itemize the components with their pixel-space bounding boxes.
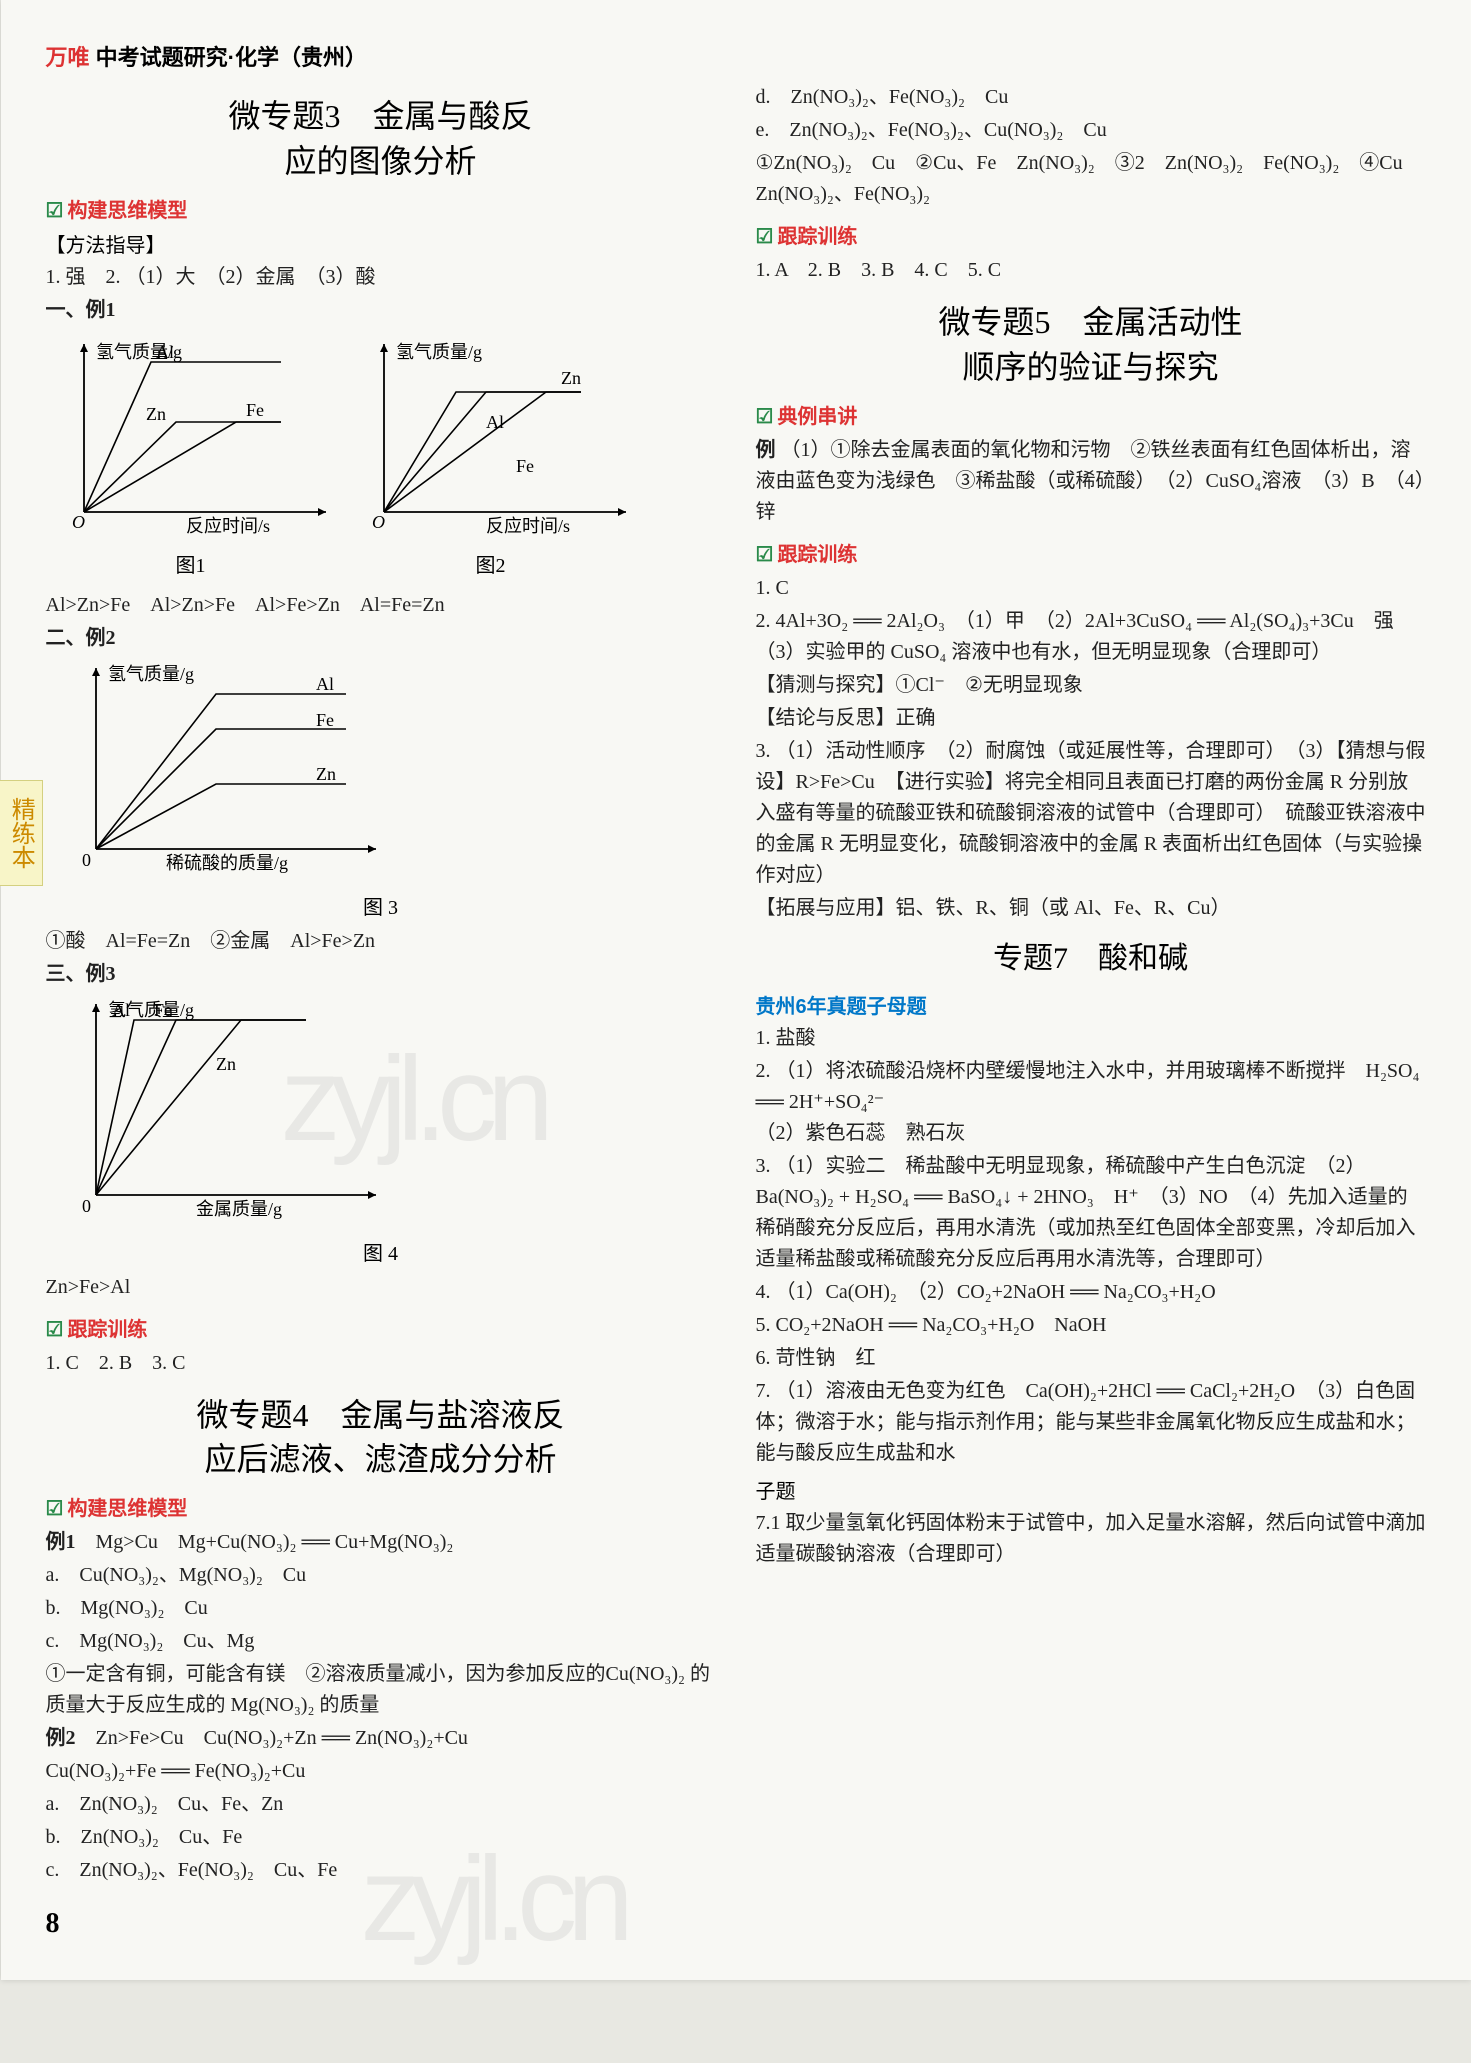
q7-sub1: 7.1 取少量氢氧化钙固体粉末于试管中，加入足量水溶解，然后向试管中滴加适量碳酸… [756, 1508, 1426, 1570]
svg-text:Zn: Zn [561, 368, 581, 388]
side-tab: 精练本 [0, 780, 43, 886]
ex3-label: 三、例3 [46, 963, 116, 985]
page-number: 8 [46, 1908, 1426, 1940]
ex4-1-note: ①一定含有铜，可能含有镁 ②溶液质量减小，因为参加反应的Cu(NO₃)₂ 的质量… [46, 1659, 716, 1721]
chart-3: 0 氢气质量/g 稀硫酸的质量/g Al Fe Zn [46, 654, 396, 884]
page-header: 万唯 中考试题研究·化学（贵州） [46, 40, 1426, 72]
chart-4: 0 氢气质量/g 金属质量/g Al Fe Zn [46, 990, 396, 1230]
track4-hdr: ☑跟踪训练 [756, 220, 1426, 249]
svg-text:Fe: Fe [316, 710, 334, 730]
chart-2: O 氢气质量/g 反应时间/s Zn Al Fe [346, 332, 636, 542]
svg-text:Al: Al [112, 1000, 130, 1020]
track5-2b: 【猜测与探究】①Cl⁻ ②无明显现象 [756, 670, 1426, 701]
method-header: 【方法指导】 [46, 229, 716, 258]
track5-1: 1. C [756, 573, 1426, 604]
ex4-2-label: 例2 [46, 1727, 76, 1749]
check-icon: ☑ [46, 1319, 64, 1341]
check-icon: ☑ [756, 406, 774, 428]
q7-7: 7. （1）溶液由无色变为红色 Ca(OH)₂+2HCl ══ CaCl₂+2H… [756, 1376, 1426, 1469]
svg-text:Zn: Zn [216, 1054, 236, 1074]
chart4-caption: 图 4 [46, 1237, 716, 1266]
check-icon: ☑ [46, 1498, 64, 1520]
ex4-1-label: 例1 [46, 1531, 76, 1553]
ex4-1-c: c. Mg(NO₃)₂ Cu、Mg [46, 1626, 716, 1657]
ex4-2-b: b. Zn(NO₃)₂ Cu、Fe [46, 1822, 716, 1853]
ex1-label: 一、例1 [46, 299, 116, 321]
track5-2c: 【结论与反思】正确 [756, 703, 1426, 734]
q7-3: 3. （1）实验二 稀盐酸中无明显现象，稀硫酸中产生白色沉淀 （2）Ba(NO₃… [756, 1151, 1426, 1275]
topic7-title: 专题7 酸和碱 [756, 938, 1426, 980]
svg-text:Fe: Fe [246, 400, 264, 420]
page-container: 精练本 万唯 中考试题研究·化学（贵州） 微专题3 金属与酸反 应的图像分析 ☑… [1, 0, 1471, 1980]
ex4-1-b: b. Mg(NO₃)₂ Cu [46, 1593, 716, 1624]
ex3-answer: Zn>Fe>Al [46, 1272, 716, 1303]
sec5-hdr: ☑典例串讲 [756, 400, 1426, 429]
ex2-answer: ①酸 Al=Fe=Zn ②金属 Al>Fe>Zn [46, 926, 716, 957]
svg-text:O: O [372, 512, 385, 532]
topic5-title: 微专题5 金属活动性 顺序的验证与探究 [756, 300, 1426, 390]
ex5-text: （1）①除去金属表面的氧化物和污物 ②铁丝表面有红色固体析出，溶液由蓝色变为浅绿… [756, 439, 1425, 523]
chart1-caption: 图1 [46, 549, 336, 578]
ex4-2-e: e. Zn(NO₃)₂、Fe(NO₃)₂、Cu(NO₃)₂ Cu [756, 115, 1426, 146]
q7-6: 6. 苛性钠 红 [756, 1343, 1426, 1374]
track5-3: 3. （1）活动性顺序 （2）耐腐蚀（或延展性等，合理即可） （3）【猜想与假设… [756, 736, 1426, 891]
left-column: 微专题3 金属与酸反 应的图像分析 ☑构建思维模型 【方法指导】 1. 强 2.… [46, 80, 716, 1888]
ex5-label: 例 [756, 439, 776, 461]
check-icon: ☑ [756, 544, 774, 566]
section-build-model: ☑构建思维模型 [46, 194, 716, 223]
svg-text:0: 0 [82, 1196, 91, 1216]
svg-text:稀硫酸的质量/g: 稀硫酸的质量/g [166, 853, 288, 873]
rel-row: Al>Zn>Fe Al>Zn>Fe Al>Fe>Zn Al=Fe=Zn [46, 590, 716, 621]
ex4-1-eq: Mg>Cu Mg+Cu(NO₃)₂ ══ Cu+Mg(NO₃)₂ [96, 1531, 454, 1553]
ex2-label: 二、例2 [46, 627, 116, 649]
header-text: 中考试题研究·化学（贵州） [90, 45, 367, 70]
track-hdr-3: ☑跟踪训练 [46, 1313, 716, 1342]
sub-hdr: 子题 [756, 1475, 1426, 1504]
chart-1: O 氢气质量/g 反应时间/s Al Zn Fe [46, 332, 336, 542]
ex4-2-eq: Zn>Fe>Cu Cu(NO₃)₂+Zn ══ Zn(NO₃)₂+Cu [96, 1727, 468, 1749]
right-column: d. Zn(NO₃)₂、Fe(NO₃)₂ Cu e. Zn(NO₃)₂、Fe(N… [756, 80, 1426, 1888]
chart3-caption: 图 3 [46, 891, 716, 920]
svg-text:0: 0 [82, 850, 91, 870]
track5-3b: 【拓展与应用】铝、铁、R、铜（或 Al、Fe、R、Cu） [756, 893, 1426, 924]
svg-text:反应时间/s: 反应时间/s [186, 516, 270, 536]
svg-text:Al: Al [316, 674, 334, 694]
svg-text:Al: Al [156, 342, 174, 362]
check-icon: ☑ [46, 200, 64, 222]
method-text: 1. 强 2. （1）大 （2）金属 （3）酸 [46, 262, 716, 293]
topic3-title: 微专题3 金属与酸反 应的图像分析 [46, 94, 716, 184]
ex4-2-d: d. Zn(NO₃)₂、Fe(NO₃)₂ Cu [756, 82, 1426, 113]
svg-text:反应时间/s: 反应时间/s [486, 516, 570, 536]
svg-text:氢气质量/g: 氢气质量/g [108, 664, 194, 684]
ex4-2-eq2: Cu(NO₃)₂+Fe ══ Fe(NO₃)₂+Cu [46, 1756, 716, 1787]
svg-text:O: O [72, 512, 85, 532]
brand: 万唯 [46, 45, 90, 70]
track5-hdr: ☑跟踪训练 [756, 538, 1426, 567]
svg-text:Fe: Fe [154, 1000, 172, 1020]
ex4-2-c: c. Zn(NO₃)₂、Fe(NO₃)₂ Cu、Fe [46, 1855, 716, 1886]
q7-5: 5. CO₂+2NaOH ══ Na₂CO₃+H₂O NaOH [756, 1310, 1426, 1341]
svg-text:金属质量/g: 金属质量/g [196, 1199, 282, 1219]
check-icon: ☑ [756, 226, 774, 248]
sec4-hdr: ☑构建思维模型 [46, 1492, 716, 1521]
gz-header: 贵州6年真题子母题 [756, 990, 1426, 1019]
track4-ans: 1. A 2. B 3. B 4. C 5. C [756, 255, 1426, 286]
q7-1: 1. 盐酸 [756, 1023, 1426, 1054]
ex4-2-a: a. Zn(NO₃)₂ Cu、Fe、Zn [46, 1789, 716, 1820]
svg-text:Zn: Zn [146, 404, 166, 424]
track3-ans: 1. C 2. B 3. C [46, 1348, 716, 1379]
track5-2: 2. 4Al+3O₂ ══ 2Al₂O₃ （1）甲 （2）2Al+3CuSO₄ … [756, 606, 1426, 668]
q7-2: 2. （1）将浓硫酸沿烧杯内壁缓慢地注入水中，并用玻璃棒不断搅拌 H₂SO₄ ═… [756, 1056, 1426, 1149]
svg-text:Zn: Zn [316, 764, 336, 784]
svg-text:Fe: Fe [516, 456, 534, 476]
chart2-caption: 图2 [346, 549, 636, 578]
columns: 微专题3 金属与酸反 应的图像分析 ☑构建思维模型 【方法指导】 1. 强 2.… [46, 80, 1426, 1888]
ex4-2-nums: ①Zn(NO₃)₂ Cu ②Cu、Fe Zn(NO₃)₂ ③2 Zn(NO₃)₂… [756, 148, 1426, 210]
svg-text:氢气质量/g: 氢气质量/g [396, 342, 482, 362]
topic4-title: 微专题4 金属与盐溶液反 应后滤液、滤渣成分分析 [46, 1393, 716, 1483]
ex4-1-a: a. Cu(NO₃)₂、Mg(NO₃)₂ Cu [46, 1560, 716, 1591]
q7-4: 4. （1）Ca(OH)₂ （2）CO₂+2NaOH ══ Na₂CO₃+H₂O [756, 1277, 1426, 1308]
